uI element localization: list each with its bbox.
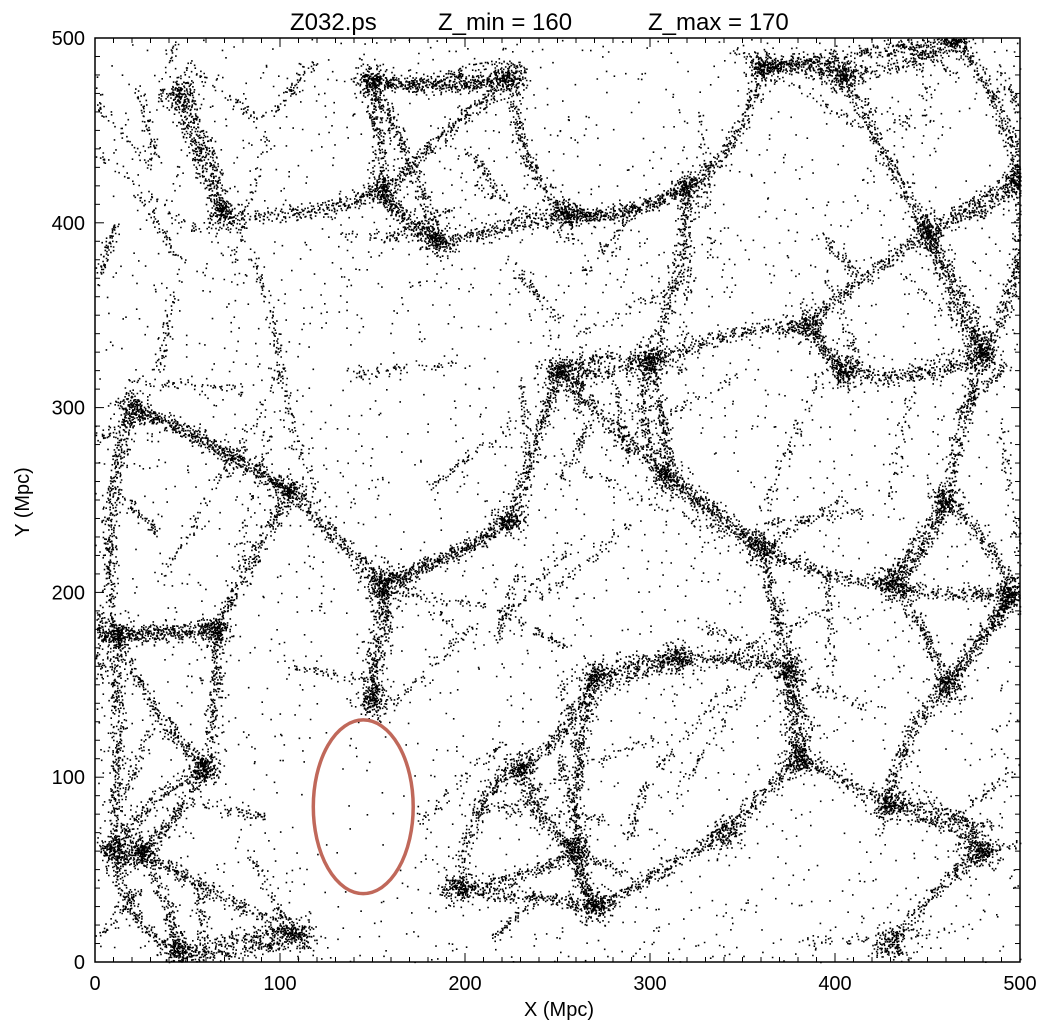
x-tick-label: 200 bbox=[448, 973, 481, 995]
y-tick-label: 400 bbox=[52, 213, 85, 235]
y-tick-label: 300 bbox=[52, 398, 85, 420]
y-axis-label: Y (Mpc) bbox=[12, 467, 34, 537]
x-tick-label: 300 bbox=[633, 973, 666, 995]
title-filename: Z032.ps bbox=[290, 9, 377, 36]
x-tick-label: 500 bbox=[1003, 973, 1036, 995]
data-points bbox=[95, 38, 1022, 964]
scatter-points bbox=[95, 38, 1022, 964]
title-zmin: Z_min = 160 bbox=[438, 9, 572, 36]
x-tick-label: 100 bbox=[263, 973, 296, 995]
y-tick-label: 0 bbox=[74, 952, 85, 974]
x-tick-label: 0 bbox=[89, 973, 100, 995]
chart-title: Z032.ps Z_min = 160 Z_max = 170 bbox=[290, 9, 789, 36]
highlight-ellipse bbox=[311, 718, 415, 896]
x-tick-label: 400 bbox=[818, 973, 851, 995]
y-tick-label: 100 bbox=[52, 767, 85, 789]
y-tick-label: 200 bbox=[52, 582, 85, 604]
title-zmax: Z_max = 170 bbox=[648, 9, 789, 36]
y-tick-label: 500 bbox=[52, 28, 85, 50]
plot-frame bbox=[94, 37, 1021, 963]
axis-ticks: 0 100 200 300 400 500 0 100 200 300 400 500 bbox=[52, 28, 1037, 995]
x-axis-label: X (Mpc) bbox=[524, 999, 594, 1020]
